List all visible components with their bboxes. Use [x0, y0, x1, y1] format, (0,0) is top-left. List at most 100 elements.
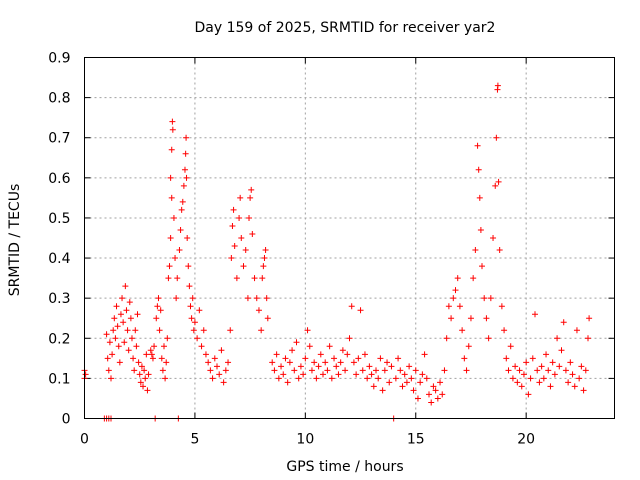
data-point: [157, 307, 164, 314]
data-point: [540, 375, 547, 382]
data-point: [536, 379, 543, 386]
data-point: [126, 299, 133, 306]
plot-frame: [84, 57, 615, 419]
data-point: [143, 351, 150, 358]
data-point: [147, 347, 154, 354]
data-point: [417, 379, 424, 386]
data-point: [494, 82, 501, 89]
data-point: [106, 339, 113, 346]
data-point: [263, 295, 270, 302]
data-point: [189, 295, 196, 302]
data-point: [586, 315, 593, 322]
data-point: [228, 255, 235, 262]
data-point: [166, 263, 173, 270]
data-point: [505, 367, 512, 374]
data-point: [145, 371, 152, 378]
data-point: [397, 367, 404, 374]
data-point: [324, 367, 331, 374]
data-point: [313, 375, 320, 382]
data-point: [291, 367, 298, 374]
data-point: [110, 327, 117, 334]
data-point: [238, 235, 245, 241]
data-point: [335, 371, 342, 378]
data-point: [128, 335, 135, 342]
data-point: [576, 375, 583, 382]
chart-title: Day 159 of 2025, SRMTID for receiver yar…: [195, 20, 496, 36]
x-tick-label: 10: [296, 432, 314, 448]
data-point: [547, 383, 554, 390]
data-point: [233, 275, 240, 282]
data-point: [151, 343, 158, 350]
data-point: [165, 275, 172, 282]
data-point: [295, 375, 302, 382]
data-point: [481, 295, 488, 302]
data-point: [136, 371, 143, 378]
data-point: [141, 367, 148, 374]
data-point: [333, 363, 340, 370]
y-axis-label: SRMTID / TECUs: [7, 184, 23, 297]
data-point: [248, 186, 255, 193]
data-point: [514, 379, 521, 386]
data-point: [567, 359, 574, 366]
data-point: [495, 178, 502, 185]
data-point: [167, 235, 174, 241]
data-point: [262, 247, 269, 254]
data-point: [218, 347, 225, 354]
data-point: [180, 182, 187, 189]
data-point: [331, 355, 338, 362]
data-point: [317, 351, 324, 358]
data-point: [520, 371, 527, 378]
data-point: [240, 263, 247, 270]
data-point: [137, 379, 144, 386]
data-point: [302, 355, 309, 362]
data-point: [308, 367, 315, 374]
data-point: [202, 351, 209, 358]
data-point: [538, 363, 545, 370]
data-point: [133, 343, 140, 350]
data-point: [200, 327, 207, 334]
data-point: [156, 327, 163, 334]
data-point: [483, 315, 490, 322]
data-point: [178, 206, 185, 213]
data-point: [437, 379, 444, 386]
data-point: [384, 359, 391, 366]
data-point: [496, 247, 503, 254]
y-tick-label: 0.5: [48, 211, 70, 227]
data-point: [120, 319, 127, 326]
data-point: [114, 323, 121, 330]
data-point: [194, 335, 201, 342]
data-point: [216, 371, 223, 378]
data-point: [565, 379, 572, 386]
data-point: [412, 367, 419, 374]
data-point: [348, 303, 355, 310]
data-point: [315, 363, 322, 370]
data-point: [209, 375, 216, 382]
data-point: [388, 363, 395, 370]
data-point: [476, 194, 483, 201]
x-axis-label: GPS time / hours: [286, 459, 403, 475]
data-point: [167, 174, 174, 181]
data-point: [534, 367, 541, 374]
y-tick-label: 0: [62, 412, 71, 428]
data-point: [127, 315, 134, 322]
data-point: [207, 367, 214, 374]
data-point: [153, 315, 160, 322]
data-point: [467, 315, 474, 322]
data-point: [253, 295, 260, 302]
data-point: [113, 303, 120, 310]
data-point: [366, 363, 373, 370]
data-point: [558, 347, 565, 354]
data-point: [124, 327, 131, 334]
data-point: [509, 375, 516, 382]
data-point: [395, 355, 402, 362]
data-point: [149, 355, 156, 362]
data-point: [414, 395, 421, 402]
data-point: [123, 307, 130, 314]
data-point: [122, 283, 129, 290]
data-point: [168, 146, 175, 153]
data-point: [470, 275, 477, 282]
data-point: [320, 371, 326, 378]
data-point: [247, 194, 254, 201]
data-point: [115, 343, 122, 350]
data-point: [339, 347, 346, 354]
